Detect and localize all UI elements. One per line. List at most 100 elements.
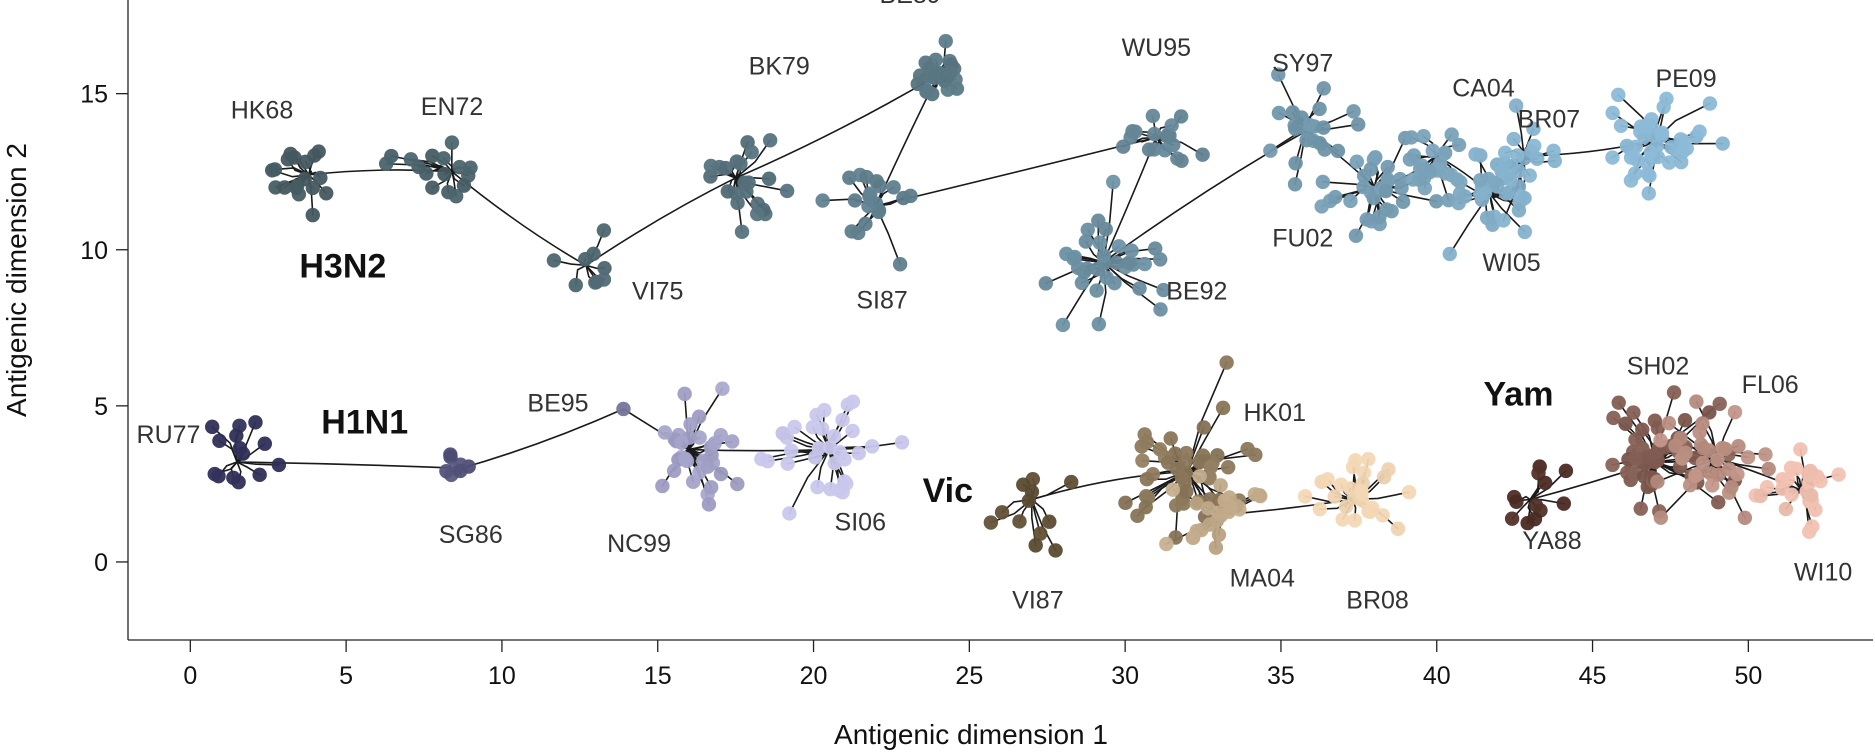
strain-point xyxy=(678,451,693,467)
strain-point xyxy=(204,419,220,435)
strain-point xyxy=(1605,105,1620,121)
strain-point xyxy=(1509,494,1524,509)
strain-point xyxy=(1320,472,1335,487)
strain-point xyxy=(1702,96,1718,111)
strain-point xyxy=(1208,540,1224,555)
strain-point xyxy=(1327,489,1342,504)
strain-point xyxy=(1504,511,1520,526)
strain-point xyxy=(248,415,263,430)
strain-point xyxy=(835,412,850,428)
strain-label-be92: BE92 xyxy=(1166,277,1227,305)
strain-point xyxy=(1494,163,1509,179)
strain-label-pe09: PE09 xyxy=(1655,65,1716,93)
strain-point xyxy=(847,193,863,208)
strain-point xyxy=(1695,416,1710,431)
strain-point xyxy=(1196,420,1211,435)
strain-point xyxy=(1137,256,1152,272)
strain-point xyxy=(1731,438,1746,454)
strain-point xyxy=(403,152,419,167)
strain-point xyxy=(378,156,394,171)
x-tick-label: 30 xyxy=(1111,662,1139,690)
strain-points xyxy=(204,33,1846,558)
strain-point xyxy=(1613,118,1629,133)
strain-point xyxy=(912,68,928,83)
strain-point xyxy=(1090,261,1105,277)
strain-point xyxy=(1633,119,1649,134)
strain-point xyxy=(1363,504,1378,519)
strain-point xyxy=(1042,514,1057,529)
x-axis-title: Antigenic dimension 1 xyxy=(834,719,1108,750)
strain-point xyxy=(1099,270,1114,286)
strain-point xyxy=(886,180,901,195)
strain-point xyxy=(313,170,328,186)
strain-point xyxy=(1664,139,1679,155)
strain-point xyxy=(892,257,908,272)
strain-point xyxy=(1530,151,1545,166)
strain-point xyxy=(713,466,729,482)
strain-point xyxy=(425,180,440,195)
strain-point xyxy=(1556,496,1572,511)
x-tick-label: 20 xyxy=(800,662,828,690)
strain-point xyxy=(1195,448,1211,463)
strain-point xyxy=(1361,451,1376,467)
strain-point xyxy=(1503,172,1518,188)
strain-point xyxy=(1316,120,1331,135)
strain-label-bk79: BK79 xyxy=(749,53,810,81)
strain-point xyxy=(1059,246,1074,262)
strain-point xyxy=(1640,155,1655,171)
strain-point xyxy=(715,381,730,396)
strain-point xyxy=(1605,150,1620,165)
strain-point xyxy=(1345,460,1361,475)
strain-point xyxy=(1145,108,1161,124)
strain-label-sg86: SG86 xyxy=(439,521,503,549)
strain-point xyxy=(207,466,222,482)
y-axis-title: Antigenic dimension 2 xyxy=(1,143,32,417)
strain-point xyxy=(1527,511,1543,527)
y-tick-label: 10 xyxy=(80,237,108,265)
strain-point xyxy=(1392,171,1408,187)
strain-point xyxy=(1195,147,1210,162)
strain-point xyxy=(1363,162,1378,177)
strain-point xyxy=(761,171,777,186)
strain-point xyxy=(655,478,670,494)
strain-point xyxy=(1316,81,1331,96)
strain-point xyxy=(1406,148,1422,163)
strain-point xyxy=(859,169,874,185)
strain-point xyxy=(1740,450,1756,465)
strain-point xyxy=(1715,440,1730,456)
strain-point xyxy=(1623,173,1639,188)
strain-point xyxy=(1689,394,1704,409)
strain-point xyxy=(1378,183,1394,199)
strain-label-ya88: YA88 xyxy=(1522,527,1581,555)
strain-point xyxy=(1761,461,1776,477)
strain-point xyxy=(835,485,850,500)
x-tick-label: 15 xyxy=(644,662,672,690)
strain-point xyxy=(596,223,612,238)
strain-point xyxy=(1517,191,1532,206)
strain-point xyxy=(1141,142,1157,157)
y-tick-label: 0 xyxy=(94,549,108,577)
strain-point xyxy=(779,183,795,199)
strain-point xyxy=(1330,143,1346,159)
tree-backbone-branch xyxy=(460,408,625,470)
strain-point xyxy=(1477,185,1493,201)
strain-point xyxy=(749,206,765,222)
strain-label-nc99: NC99 xyxy=(607,530,671,558)
strain-point xyxy=(1312,101,1327,117)
tree-branch xyxy=(1488,192,1526,233)
strain-point xyxy=(1351,117,1366,132)
strain-point xyxy=(1174,153,1189,168)
strain-point xyxy=(280,152,296,167)
strain-point xyxy=(1147,126,1162,142)
strain-point xyxy=(1506,131,1521,147)
strain-point xyxy=(1801,468,1816,483)
strain-point xyxy=(1452,186,1468,201)
strain-point xyxy=(1650,474,1665,489)
strain-point xyxy=(851,445,866,461)
strain-point xyxy=(817,403,832,418)
strain-point xyxy=(1801,524,1817,539)
strain-point xyxy=(1164,118,1179,133)
strain-point xyxy=(1753,488,1768,504)
strain-point xyxy=(425,148,440,164)
